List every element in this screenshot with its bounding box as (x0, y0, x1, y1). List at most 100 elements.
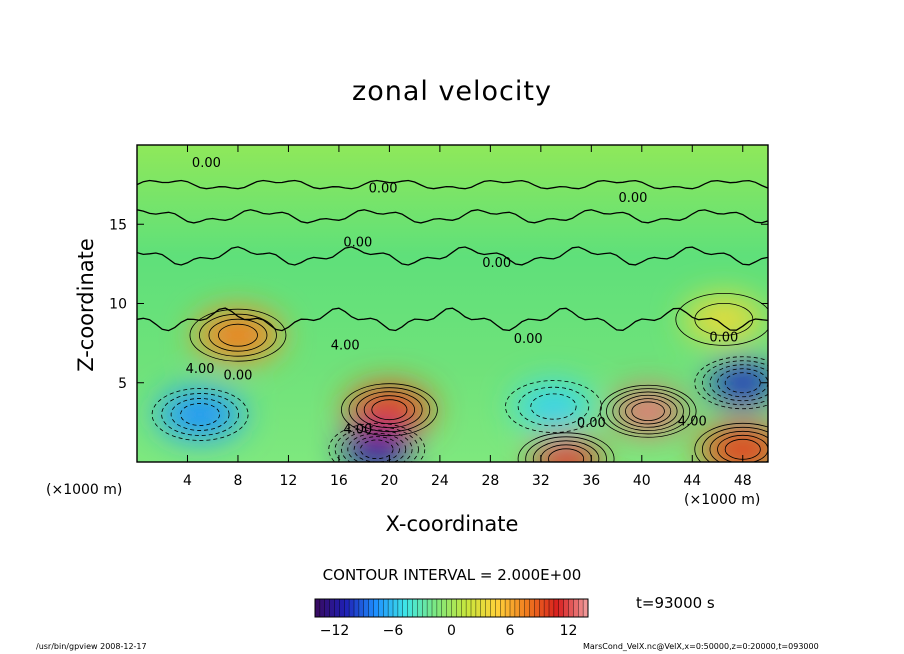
colorbar-tick-label: −6 (383, 623, 404, 639)
colorbar-segment (388, 599, 394, 617)
field-feature-core (631, 400, 666, 423)
contour-ring (618, 394, 678, 428)
contour-label: 0.00 (223, 369, 252, 384)
colorbar-tick-label: 12 (560, 623, 578, 639)
contour-ring (612, 391, 684, 432)
colorbar-segment (490, 599, 496, 617)
contour-ring (363, 395, 415, 425)
x-tick-label: 36 (582, 473, 600, 489)
contour-interval: CONTOUR INTERVAL = 2.000E+00 (322, 566, 582, 584)
contour-ring (218, 323, 258, 347)
colorbar-segment (461, 599, 467, 617)
colorbar-segment (383, 599, 389, 617)
colorbar-segment (354, 599, 360, 617)
colorbar-segment (436, 599, 443, 617)
colorbar-segment (475, 599, 482, 617)
heatmap-area: 0.00 0.00 0.00 0.00 0.00 4.00 0.00 0.00 4.00 0.00… (137, 145, 768, 462)
colorbar-segment (451, 599, 457, 617)
colorbar-segment (549, 599, 555, 617)
colorbar-segment (441, 599, 447, 617)
contour-ring (151, 388, 249, 441)
x-axis-label: X-coordinate (385, 512, 519, 536)
contour-label: 0.00 (369, 182, 398, 197)
colorbar-segment (378, 599, 384, 617)
colorbar-segment (358, 599, 365, 617)
contour-ring (694, 422, 768, 462)
colorbar-segment (393, 599, 399, 617)
x-tick-label: 24 (431, 473, 449, 489)
colorbar-tick-label: −12 (320, 623, 350, 639)
contour-ring (334, 426, 419, 462)
contour-labels: 0.00 0.00 0.00 0.00 0.00 4.00 0.00 0.00 4.00 0.00… (186, 156, 739, 437)
colorbar-segment (480, 599, 486, 617)
colorbar-segment (329, 599, 335, 617)
variable-info: MarsCond_VelX.nc@VelX,x=0:50000,z=0:2000… (583, 642, 819, 651)
colorbar-segment (417, 599, 423, 617)
colorbar-tick-label: 0 (447, 623, 456, 639)
colorbar-segment (368, 599, 374, 617)
contour-ring (631, 401, 665, 422)
colorbar-segment (324, 599, 330, 617)
colorbar-segment (563, 599, 569, 617)
contour-label: 0.00 (577, 416, 606, 431)
contour-ring (170, 398, 230, 431)
y-tick-label: 10 (109, 297, 127, 313)
x-tick-label: 32 (532, 473, 550, 489)
field-feature-core (215, 322, 260, 349)
colorbar-segment (315, 599, 321, 617)
colorbar-segment (466, 599, 472, 617)
x-tick-label: 48 (734, 473, 752, 489)
zero-contour (137, 179, 768, 190)
contour-ring (199, 313, 277, 357)
contour-ring (532, 440, 600, 462)
colorbar-segment (544, 599, 550, 617)
field-feature-core (703, 307, 744, 332)
contour-label: 0.00 (618, 191, 647, 206)
field-feature-core (549, 447, 584, 462)
x-tick-label: 4 (183, 473, 192, 489)
contour-label: 0.00 (192, 156, 221, 171)
colorbar: −12 −6 0 6 12 (314, 598, 589, 639)
contour-ring (530, 393, 577, 420)
colorbar-segment (529, 599, 535, 617)
y-tick-label: 5 (118, 376, 127, 392)
contour-label: 4.00 (678, 415, 707, 430)
contour-ring (208, 318, 268, 352)
contour-label: 0.00 (482, 256, 511, 271)
contour-ring (701, 426, 768, 462)
contour-ring (709, 430, 768, 462)
colorbar-tick-label: 6 (506, 623, 515, 639)
colorbar-segment (514, 599, 521, 617)
contour-ring (675, 292, 768, 346)
contour-ring (341, 429, 413, 462)
contour-ring (625, 398, 672, 425)
field-feature-core (359, 438, 394, 461)
field-feature-core (367, 396, 412, 423)
y-axis: 5 10 15 (109, 217, 768, 392)
colorbar-segment (422, 599, 428, 617)
contour-ring (347, 432, 407, 462)
x-unit-left: (×1000 m) (46, 482, 123, 498)
colorbar-segment (539, 599, 545, 617)
colorbar-segment (578, 599, 584, 617)
colorbar-segment (397, 599, 404, 617)
contour-ring (599, 384, 697, 438)
chart-title: zonal velocity (352, 76, 552, 107)
y-tick-label: 15 (109, 217, 127, 233)
colorbar-frame (314, 598, 589, 618)
x-tick-label: 28 (481, 473, 499, 489)
colorbar-segment (412, 599, 418, 617)
x-tick-label: 20 (380, 473, 398, 489)
colorbar-segment (568, 599, 574, 617)
contour-label: 4.00 (343, 422, 372, 437)
colorbar-segment (373, 599, 379, 617)
zero-contour (137, 246, 768, 266)
colorbar-segment (407, 599, 413, 617)
contour-label: 4.00 (331, 338, 360, 353)
contour-ring (694, 356, 768, 410)
colorbar-segment (524, 599, 530, 617)
colorbar-segment (510, 599, 516, 617)
colorbar-segment (456, 599, 462, 617)
